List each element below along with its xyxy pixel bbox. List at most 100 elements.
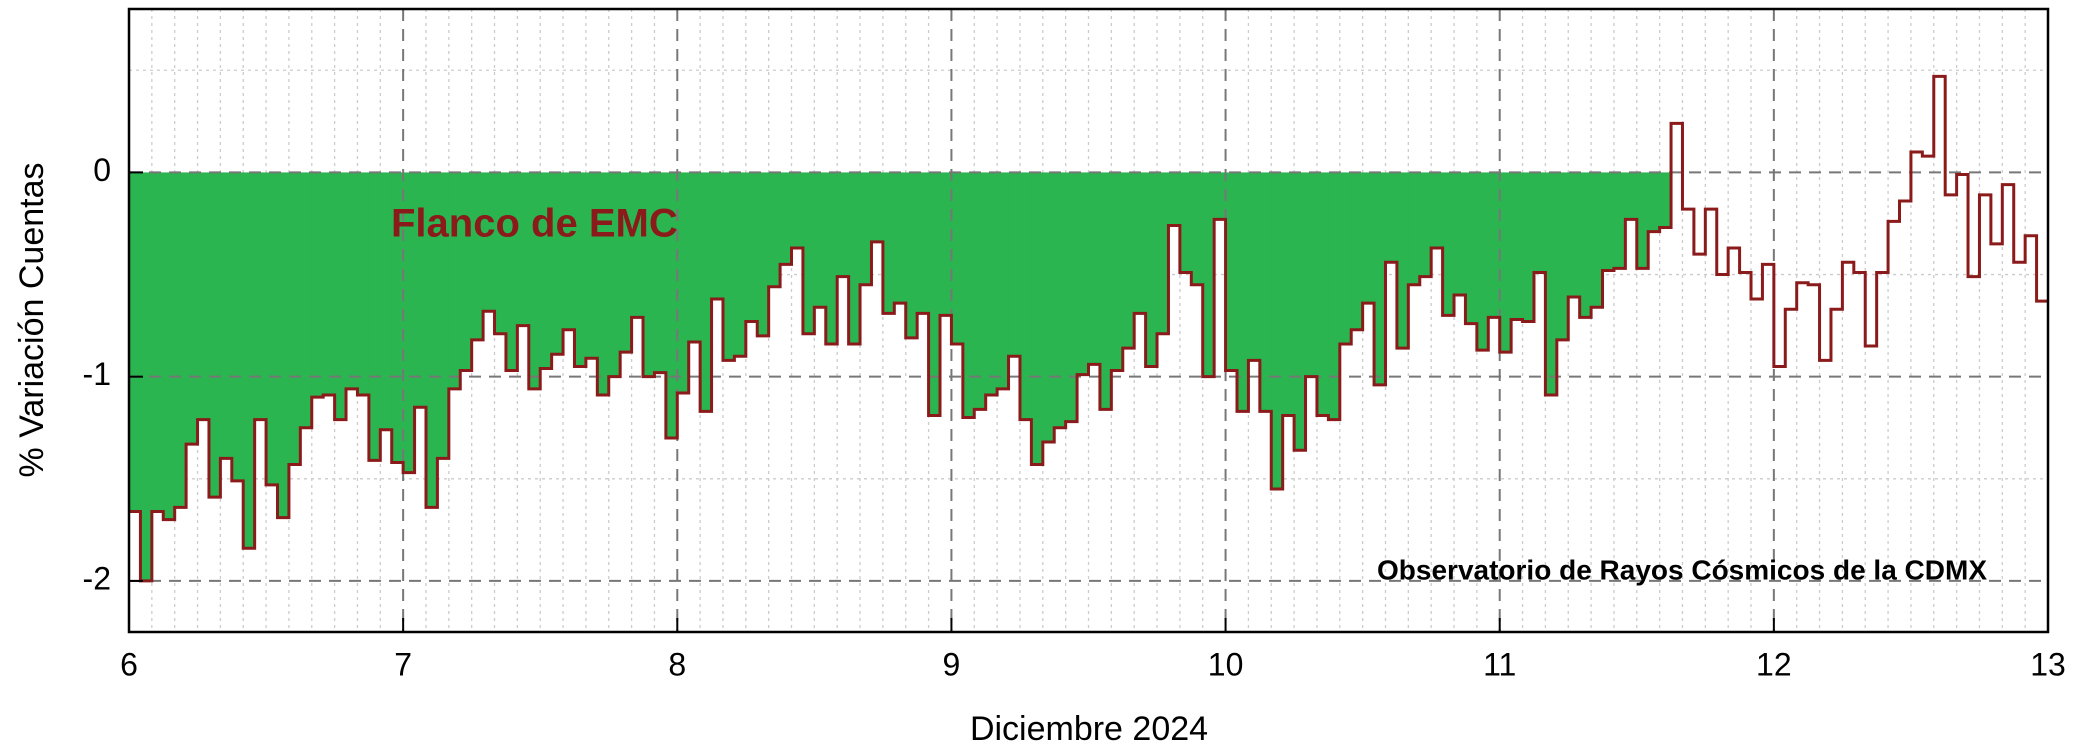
shaded-bar bbox=[243, 172, 256, 549]
shaded-bar bbox=[151, 172, 164, 512]
shaded-bar bbox=[1419, 172, 1432, 277]
shaded-bar bbox=[357, 172, 370, 396]
shaded-bar bbox=[1442, 172, 1455, 316]
shaded-bar bbox=[277, 172, 290, 518]
y-tick-label: -1 bbox=[83, 356, 111, 392]
shaded-bar bbox=[871, 172, 884, 242]
shaded-bar bbox=[1488, 172, 1501, 318]
shaded-bar bbox=[654, 172, 667, 373]
shaded-bar bbox=[722, 172, 735, 361]
shaded-bar bbox=[266, 172, 279, 485]
shaded-bar bbox=[197, 172, 210, 420]
shaded-bar bbox=[711, 172, 724, 300]
shaded-bar bbox=[585, 172, 598, 359]
shaded-bar bbox=[1248, 172, 1261, 361]
shaded-bar bbox=[1042, 172, 1055, 443]
shaded-bar bbox=[1271, 172, 1284, 490]
shaded-bar bbox=[1088, 172, 1101, 365]
shaded-bar bbox=[334, 172, 347, 420]
shaded-bar bbox=[1282, 172, 1295, 416]
shaded-bar bbox=[951, 172, 964, 344]
x-axis-label: Diciembre 2024 bbox=[970, 710, 1208, 748]
shaded-bar bbox=[1659, 172, 1672, 228]
shaded-bar bbox=[962, 172, 975, 418]
x-tick-label: 11 bbox=[1483, 646, 1516, 682]
plot-frame bbox=[127, 7, 2050, 634]
shaded-bar bbox=[643, 172, 656, 377]
shaded-bar bbox=[768, 172, 781, 287]
shaded-bar bbox=[1191, 172, 1204, 285]
shaded-bar bbox=[928, 172, 941, 416]
shaded-bar bbox=[1122, 172, 1135, 349]
shaded-bar bbox=[1625, 172, 1638, 220]
shaded-bar bbox=[894, 172, 907, 304]
shaded-bar bbox=[1636, 172, 1649, 269]
shaded-bar bbox=[1454, 172, 1467, 295]
shaded-bar bbox=[1328, 172, 1341, 420]
shaded-bar bbox=[186, 172, 199, 445]
shaded-bar bbox=[1099, 172, 1112, 410]
shaded-bar bbox=[368, 172, 381, 461]
shaded-bar bbox=[1077, 172, 1090, 375]
shaded-bar bbox=[1568, 172, 1581, 298]
shaded-bar bbox=[1134, 172, 1147, 314]
shaded-bar bbox=[1019, 172, 1032, 420]
shaded-bar bbox=[311, 172, 324, 398]
shaded-bar bbox=[494, 172, 507, 334]
shaded-bar bbox=[1465, 172, 1478, 324]
shaded-bar bbox=[608, 172, 621, 377]
y-tick-label: -2 bbox=[83, 560, 111, 596]
x-tick-label: 7 bbox=[394, 646, 412, 682]
shaded-bar bbox=[323, 172, 336, 396]
shaded-bar bbox=[837, 172, 850, 277]
shaded-bar bbox=[1522, 172, 1535, 322]
shaded-bar bbox=[780, 172, 793, 265]
x-tick-label: 10 bbox=[1208, 646, 1244, 682]
shaded-bar bbox=[551, 172, 564, 355]
shaded-bar bbox=[677, 172, 690, 394]
x-tick-label: 13 bbox=[2030, 646, 2066, 682]
shaded-bar bbox=[665, 172, 678, 438]
shaded-bar bbox=[917, 172, 930, 314]
shaded-bar bbox=[483, 172, 496, 312]
shaded-bar bbox=[1374, 172, 1387, 385]
shaded-bar bbox=[1339, 172, 1352, 344]
shaded-bar bbox=[300, 172, 313, 428]
shaded-bar bbox=[254, 172, 267, 420]
shaded-bar bbox=[288, 172, 301, 465]
shaded-bar bbox=[220, 172, 233, 459]
shaded-bar bbox=[1168, 172, 1181, 226]
shaded-bar bbox=[574, 172, 587, 367]
annotation: Flanco de EMC bbox=[391, 202, 678, 246]
shaded-bar bbox=[414, 172, 427, 408]
shaded-bar bbox=[1351, 172, 1364, 330]
shaded-bar bbox=[597, 172, 610, 396]
shaded-bar bbox=[448, 172, 461, 389]
shaded-bar bbox=[940, 172, 953, 316]
shaded-bar bbox=[129, 172, 142, 512]
shaded-bar bbox=[391, 172, 404, 463]
y-tick-label: 0 bbox=[93, 152, 111, 188]
shaded-bar bbox=[517, 172, 530, 326]
shaded-bar bbox=[1305, 172, 1318, 377]
shaded-bar bbox=[802, 172, 815, 334]
shaded-bar bbox=[1065, 172, 1078, 422]
shaded-bar bbox=[403, 172, 416, 473]
shaded-bar bbox=[505, 172, 518, 371]
shaded-bar bbox=[1111, 172, 1124, 371]
shaded-bar bbox=[860, 172, 873, 285]
shaded-bar bbox=[1476, 172, 1489, 351]
shaded-bar bbox=[1385, 172, 1398, 263]
shaded-bar bbox=[1396, 172, 1409, 349]
shaded-bar bbox=[997, 172, 1010, 389]
shaded-bar bbox=[1362, 172, 1375, 304]
shaded-bar bbox=[1214, 172, 1227, 220]
annotation: Observatorio de Rayos Cósmicos de la CDM… bbox=[1377, 554, 1987, 585]
shaded-bar bbox=[174, 172, 187, 508]
shaded-bar bbox=[1202, 172, 1215, 377]
shaded-bar bbox=[620, 172, 633, 353]
shaded-bar bbox=[1602, 172, 1615, 271]
shaded-bar bbox=[905, 172, 918, 338]
shaded-bar bbox=[1259, 172, 1272, 412]
